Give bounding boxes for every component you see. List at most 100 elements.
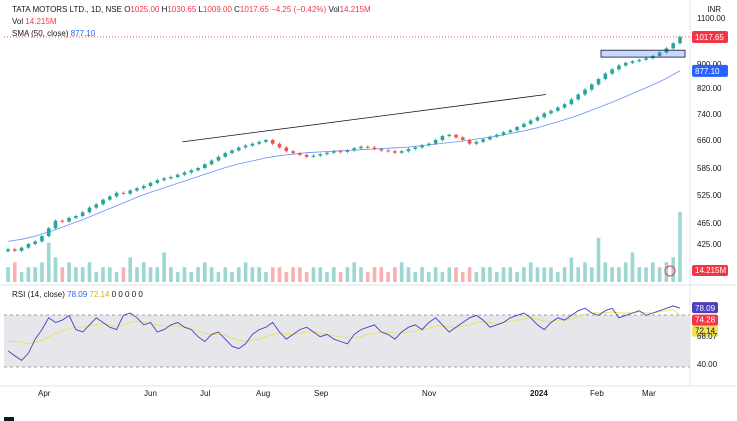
candle	[501, 132, 506, 135]
volume-bar	[454, 267, 458, 282]
volume-bar	[359, 267, 363, 282]
volume-bar	[162, 252, 166, 282]
volume-bar	[610, 267, 614, 282]
candle	[399, 151, 404, 153]
volume-bar	[372, 267, 377, 282]
open-value: 1025.00	[130, 5, 160, 14]
sma-legend: SMA (50, close) 877.10	[12, 29, 95, 39]
time-tick-label: Feb	[590, 389, 604, 398]
candle	[175, 174, 180, 177]
volume-bar	[474, 272, 479, 282]
resistance-zone	[600, 49, 686, 58]
volume-bar	[230, 272, 234, 282]
volume-bar	[12, 262, 17, 282]
candle	[528, 120, 533, 124]
tradingview-logo	[4, 417, 14, 421]
volume-bar	[671, 257, 676, 282]
volume-bar	[101, 267, 105, 282]
candle	[515, 127, 519, 131]
candle	[467, 140, 472, 144]
candle	[196, 168, 200, 171]
time-tick-label: Aug	[256, 389, 270, 398]
volume-bar	[447, 267, 452, 282]
price-tick-label: 465.00	[697, 219, 722, 228]
volume-bar	[393, 267, 397, 282]
candle	[583, 89, 587, 95]
candle	[19, 247, 24, 251]
candle	[270, 140, 275, 144]
volume-bar	[460, 272, 465, 282]
volume-bar	[6, 267, 10, 282]
candle	[108, 196, 112, 200]
volume-bar	[542, 267, 547, 282]
candle	[311, 155, 316, 157]
candle	[352, 148, 356, 151]
volume-bar	[182, 267, 187, 282]
candle	[562, 104, 567, 108]
sma-tag	[692, 64, 728, 77]
volume-bar	[562, 267, 567, 282]
volume-legend: Vol 14.215M	[12, 17, 57, 27]
volume-bar	[365, 272, 370, 282]
volume-bar	[128, 257, 132, 282]
trendline	[182, 94, 546, 143]
candle	[379, 148, 384, 151]
candle	[189, 170, 194, 173]
volume-bar	[583, 262, 587, 282]
volume-bar	[121, 267, 126, 282]
volume-bar	[406, 267, 411, 282]
volume-bar	[80, 267, 85, 282]
volume-bar	[311, 267, 316, 282]
candle	[236, 147, 241, 151]
candle	[243, 145, 248, 148]
volume-bar	[53, 257, 58, 282]
close-value: 1017.65	[239, 5, 269, 14]
candle	[488, 136, 492, 140]
candle	[433, 140, 438, 144]
rsi-mid-label: 74.28	[695, 316, 716, 325]
candle	[277, 143, 282, 148]
rsi-mid-tag	[692, 314, 718, 326]
candle	[318, 154, 323, 156]
rsi-legend: RSI (14, close) 78.09 72.14 0 0 0 0 0	[12, 290, 143, 300]
volume-bar	[304, 272, 309, 282]
sma-value: 877.10	[70, 29, 96, 38]
candle	[114, 192, 119, 197]
rsi-label: RSI (14, close)	[12, 290, 65, 299]
candle	[393, 151, 397, 153]
high-value: 1030.65	[167, 5, 197, 14]
volume-bar	[40, 262, 44, 282]
candle	[678, 36, 682, 44]
candle	[291, 151, 295, 154]
volume-bar	[284, 272, 289, 282]
vol-value: 14.215M	[25, 17, 57, 26]
volume-bar	[678, 212, 682, 282]
volume-bar	[433, 267, 438, 282]
candle	[121, 192, 126, 194]
candle	[644, 58, 648, 60]
volume-bar	[522, 267, 526, 282]
volume-bar	[60, 267, 65, 282]
price-tick-label: 740.00	[697, 110, 722, 119]
rsi-ma-value: 72.14	[89, 290, 110, 299]
time-tick-label: 2024	[530, 389, 548, 398]
candle	[128, 190, 132, 194]
rsi-zeros: 0 0 0 0 0	[111, 290, 143, 299]
candle	[325, 152, 329, 155]
candle	[447, 134, 452, 137]
candle	[359, 146, 363, 149]
volume-bar	[203, 262, 207, 282]
rsi-value-tag	[692, 302, 718, 314]
open-key: O	[124, 5, 131, 14]
volume-bar	[87, 262, 92, 282]
volume-bar	[298, 267, 302, 282]
volume-bar	[67, 262, 71, 282]
candle	[617, 65, 621, 70]
rsi-value-label: 78.09	[695, 304, 716, 313]
candle	[508, 130, 513, 133]
rsi-value: 78.09	[67, 290, 88, 299]
volume-bar	[209, 267, 214, 282]
volume-bar	[630, 252, 635, 282]
volume-bar	[603, 262, 608, 282]
